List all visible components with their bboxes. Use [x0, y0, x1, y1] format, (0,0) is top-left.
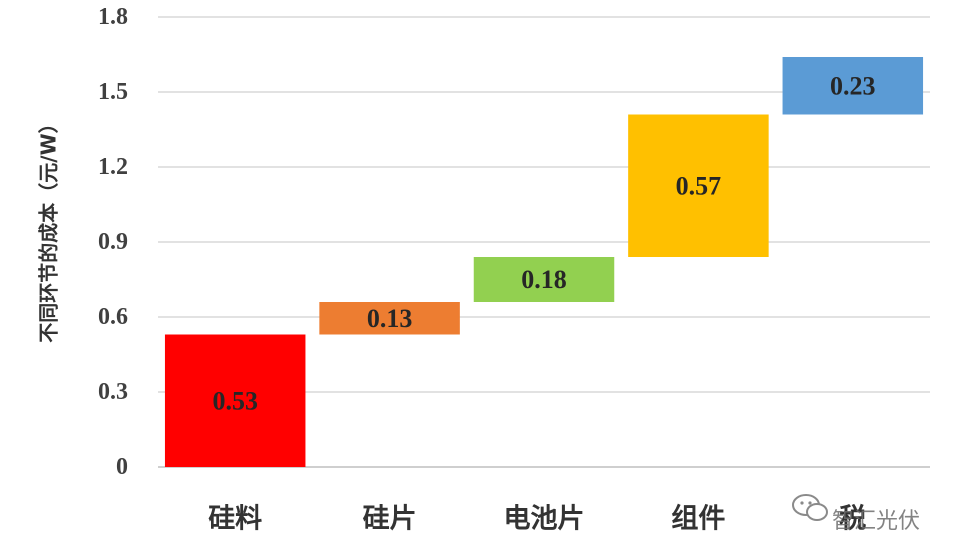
bars: [164, 57, 924, 467]
y-tick-label: 1.2: [98, 154, 128, 180]
bar: [473, 257, 615, 302]
y-tick-label: 0.9: [98, 229, 128, 255]
data-label: 0.18: [521, 265, 567, 294]
category-label: 硅片: [363, 504, 417, 535]
data-labels: 0.53 0.13 0.18 0.57 0.23: [212, 71, 875, 415]
y-tick-label: 0.6: [98, 304, 128, 330]
bar: [319, 302, 460, 335]
data-label: 0.23: [830, 71, 876, 100]
category-label: 电池片: [504, 504, 585, 535]
data-label: 0.13: [367, 304, 413, 333]
category-label: 组件: [671, 503, 725, 535]
y-axis-ticks: 0 0.3 0.6 0.9 1.2 1.5 1.8: [98, 4, 128, 480]
y-tick-label: 0: [116, 454, 128, 480]
bar: [782, 57, 924, 115]
category-label: 税: [839, 504, 866, 535]
y-tick-label: 1.5: [98, 79, 128, 105]
watermark: 智汇光伏: [792, 494, 920, 534]
category-label: 硅料: [208, 504, 262, 535]
watermark-text: 智汇光伏: [832, 509, 920, 534]
bar: [164, 334, 306, 467]
data-label: 0.57: [676, 171, 722, 200]
y-tick-label: 1.8: [98, 4, 128, 30]
bar: [628, 114, 769, 257]
data-label: 0.53: [212, 386, 258, 415]
category-labels: 硅料 硅片 电池片 组件 税: [208, 503, 866, 535]
wechat-icon: [792, 494, 828, 521]
y-tick-label: 0.3: [98, 379, 128, 405]
y-axis-label: 不同环节的成本（元/W）: [37, 113, 61, 342]
